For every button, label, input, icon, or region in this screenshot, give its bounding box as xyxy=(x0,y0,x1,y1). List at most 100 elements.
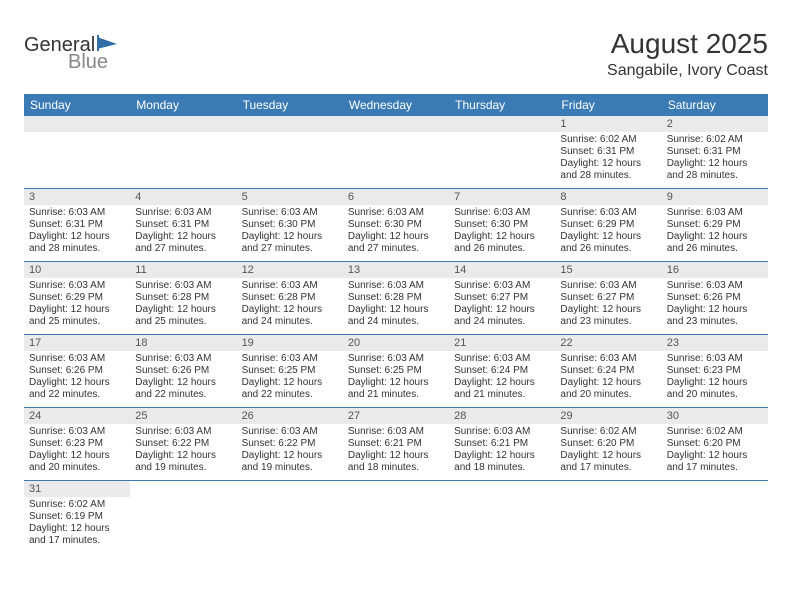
day-data-line: Sunset: 6:25 PM xyxy=(242,365,338,377)
header: General Blue August 2025 Sangabile, Ivor… xyxy=(24,28,768,80)
day-data-line: Daylight: 12 hours xyxy=(348,377,444,389)
day-data: Sunrise: 6:02 AMSunset: 6:31 PMDaylight:… xyxy=(555,132,661,185)
day-number: 22 xyxy=(555,335,661,351)
day-data-line: Daylight: 12 hours xyxy=(29,377,125,389)
day-data-line: Sunset: 6:31 PM xyxy=(560,146,656,158)
day-data-line: and 21 minutes. xyxy=(454,389,550,401)
day-data: Sunrise: 6:03 AMSunset: 6:22 PMDaylight:… xyxy=(130,424,236,477)
day-data: Sunrise: 6:03 AMSunset: 6:30 PMDaylight:… xyxy=(237,205,343,258)
weeks-container: 1Sunrise: 6:02 AMSunset: 6:31 PMDaylight… xyxy=(24,116,768,553)
day-data-line: Sunrise: 6:03 AM xyxy=(667,353,763,365)
day-data: Sunrise: 6:03 AMSunset: 6:24 PMDaylight:… xyxy=(555,351,661,404)
day-data-line: Daylight: 12 hours xyxy=(454,231,550,243)
day-data-line: Sunset: 6:31 PM xyxy=(29,219,125,231)
day-data: Sunrise: 6:03 AMSunset: 6:30 PMDaylight:… xyxy=(449,205,555,258)
day-data-line: Sunset: 6:21 PM xyxy=(348,438,444,450)
day-data-line: Daylight: 12 hours xyxy=(348,304,444,316)
day-data-line: Daylight: 12 hours xyxy=(242,377,338,389)
day-data-line: Daylight: 12 hours xyxy=(667,158,763,170)
day-data: Sunrise: 6:03 AMSunset: 6:26 PMDaylight:… xyxy=(662,278,768,331)
day-data-line: Sunrise: 6:03 AM xyxy=(242,280,338,292)
day-data-line: Sunrise: 6:03 AM xyxy=(454,280,550,292)
calendar-cell: 10Sunrise: 6:03 AMSunset: 6:29 PMDayligh… xyxy=(24,262,130,334)
day-data-line: Sunset: 6:24 PM xyxy=(560,365,656,377)
day-data-line: Sunset: 6:23 PM xyxy=(667,365,763,377)
day-data-line: Sunset: 6:29 PM xyxy=(29,292,125,304)
day-data: Sunrise: 6:03 AMSunset: 6:22 PMDaylight:… xyxy=(237,424,343,477)
day-data-line: Sunrise: 6:03 AM xyxy=(29,426,125,438)
day-data-line: and 25 minutes. xyxy=(135,316,231,328)
day-header-saturday: Saturday xyxy=(662,94,768,116)
day-data-line: Sunset: 6:20 PM xyxy=(667,438,763,450)
day-data-line: Sunset: 6:28 PM xyxy=(135,292,231,304)
day-data-line: and 17 minutes. xyxy=(29,535,125,547)
calendar-cell: 20Sunrise: 6:03 AMSunset: 6:25 PMDayligh… xyxy=(343,335,449,407)
day-number: 28 xyxy=(449,408,555,424)
day-number: 12 xyxy=(237,262,343,278)
page-subtitle: Sangabile, Ivory Coast xyxy=(607,62,768,80)
day-data-line: Sunrise: 6:03 AM xyxy=(560,207,656,219)
day-data-line: and 28 minutes. xyxy=(560,170,656,182)
day-data: Sunrise: 6:03 AMSunset: 6:30 PMDaylight:… xyxy=(343,205,449,258)
day-data-line: Sunrise: 6:02 AM xyxy=(29,499,125,511)
day-data: Sunrise: 6:03 AMSunset: 6:29 PMDaylight:… xyxy=(662,205,768,258)
week-row: 3Sunrise: 6:03 AMSunset: 6:31 PMDaylight… xyxy=(24,189,768,262)
day-number: 8 xyxy=(555,189,661,205)
day-data: Sunrise: 6:03 AMSunset: 6:21 PMDaylight:… xyxy=(449,424,555,477)
day-header-wednesday: Wednesday xyxy=(343,94,449,116)
day-data-line: Daylight: 12 hours xyxy=(560,231,656,243)
day-data-line: Daylight: 12 hours xyxy=(135,377,231,389)
day-data: Sunrise: 6:03 AMSunset: 6:23 PMDaylight:… xyxy=(24,424,130,477)
day-data: Sunrise: 6:03 AMSunset: 6:23 PMDaylight:… xyxy=(662,351,768,404)
day-number: 30 xyxy=(662,408,768,424)
day-data-line: and 24 minutes. xyxy=(242,316,338,328)
calendar-cell xyxy=(237,481,343,553)
day-data-line: Sunset: 6:27 PM xyxy=(560,292,656,304)
calendar-cell: 14Sunrise: 6:03 AMSunset: 6:27 PMDayligh… xyxy=(449,262,555,334)
day-data: Sunrise: 6:03 AMSunset: 6:29 PMDaylight:… xyxy=(555,205,661,258)
day-data-line: Sunset: 6:26 PM xyxy=(29,365,125,377)
day-data-line: Daylight: 12 hours xyxy=(667,450,763,462)
day-data-line: Sunrise: 6:03 AM xyxy=(135,207,231,219)
day-number: 19 xyxy=(237,335,343,351)
day-number: 18 xyxy=(130,335,236,351)
day-data-line: and 23 minutes. xyxy=(667,316,763,328)
day-data-line: Daylight: 12 hours xyxy=(454,377,550,389)
day-data-line: Daylight: 12 hours xyxy=(242,231,338,243)
day-data-line: Sunset: 6:26 PM xyxy=(667,292,763,304)
calendar-cell: 5Sunrise: 6:03 AMSunset: 6:30 PMDaylight… xyxy=(237,189,343,261)
day-data-line: Sunrise: 6:03 AM xyxy=(242,207,338,219)
calendar-cell: 6Sunrise: 6:03 AMSunset: 6:30 PMDaylight… xyxy=(343,189,449,261)
day-data-line: Sunrise: 6:03 AM xyxy=(135,280,231,292)
calendar-cell: 24Sunrise: 6:03 AMSunset: 6:23 PMDayligh… xyxy=(24,408,130,480)
day-data-line: Daylight: 12 hours xyxy=(242,450,338,462)
day-data-line: Sunset: 6:24 PM xyxy=(454,365,550,377)
day-number-empty xyxy=(130,116,236,132)
day-data-line: Sunset: 6:31 PM xyxy=(667,146,763,158)
day-number: 16 xyxy=(662,262,768,278)
calendar-cell: 23Sunrise: 6:03 AMSunset: 6:23 PMDayligh… xyxy=(662,335,768,407)
day-data-line: Daylight: 12 hours xyxy=(29,523,125,535)
day-data: Sunrise: 6:03 AMSunset: 6:31 PMDaylight:… xyxy=(24,205,130,258)
calendar-cell: 12Sunrise: 6:03 AMSunset: 6:28 PMDayligh… xyxy=(237,262,343,334)
day-header-thursday: Thursday xyxy=(449,94,555,116)
calendar-cell: 13Sunrise: 6:03 AMSunset: 6:28 PMDayligh… xyxy=(343,262,449,334)
day-number: 1 xyxy=(555,116,661,132)
day-data-line: Daylight: 12 hours xyxy=(29,231,125,243)
calendar-cell: 22Sunrise: 6:03 AMSunset: 6:24 PMDayligh… xyxy=(555,335,661,407)
day-data-line: Sunset: 6:20 PM xyxy=(560,438,656,450)
day-data-line: Sunrise: 6:03 AM xyxy=(135,426,231,438)
day-data-line: Sunset: 6:22 PM xyxy=(135,438,231,450)
day-data-line: Sunrise: 6:02 AM xyxy=(560,426,656,438)
day-data-line: Sunrise: 6:03 AM xyxy=(667,280,763,292)
day-data-line: Sunrise: 6:02 AM xyxy=(560,134,656,146)
day-data: Sunrise: 6:02 AMSunset: 6:20 PMDaylight:… xyxy=(555,424,661,477)
day-data-line: and 26 minutes. xyxy=(454,243,550,255)
day-data: Sunrise: 6:03 AMSunset: 6:28 PMDaylight:… xyxy=(130,278,236,331)
calendar-cell: 8Sunrise: 6:03 AMSunset: 6:29 PMDaylight… xyxy=(555,189,661,261)
title-block: August 2025 Sangabile, Ivory Coast xyxy=(607,28,768,80)
day-data-line: Sunset: 6:21 PM xyxy=(454,438,550,450)
day-data-line: Daylight: 12 hours xyxy=(560,304,656,316)
day-data-line: Daylight: 12 hours xyxy=(135,231,231,243)
day-number: 4 xyxy=(130,189,236,205)
